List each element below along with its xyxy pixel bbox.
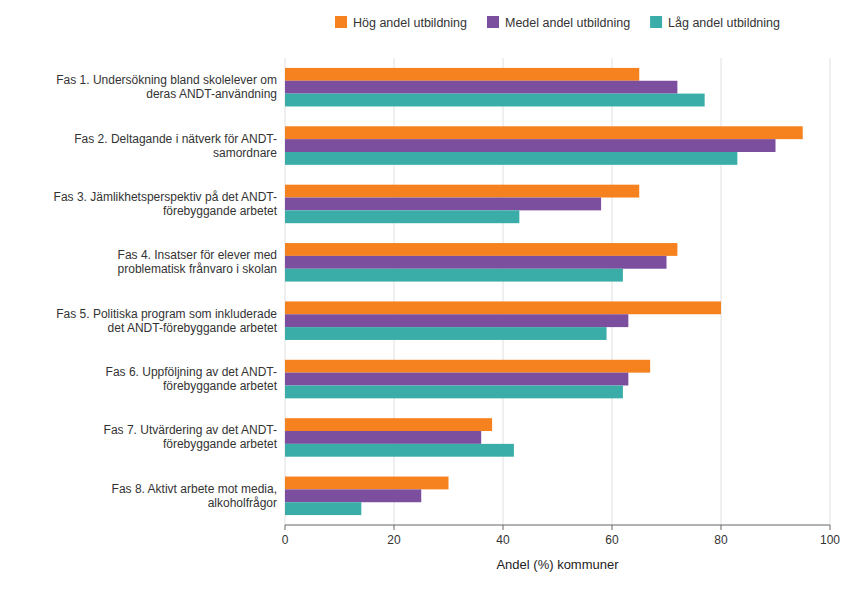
legend-swatch xyxy=(650,16,662,28)
legend: Hög andel utbildning Medel andel utbildni… xyxy=(335,16,780,30)
tick-label: 80 xyxy=(714,533,728,547)
bar xyxy=(285,444,514,457)
x-axis-line xyxy=(285,525,830,526)
bar xyxy=(285,126,803,139)
tick-label: 40 xyxy=(496,533,510,547)
bar xyxy=(285,477,449,490)
bar xyxy=(285,68,639,81)
bar xyxy=(285,314,628,327)
tick-label: 0 xyxy=(282,533,289,547)
legend-label: Medel andel utbildning xyxy=(505,16,630,30)
legend-item: Låg andel utbildning xyxy=(650,16,780,30)
bar xyxy=(285,269,623,282)
bar xyxy=(285,431,481,444)
tick-label: 60 xyxy=(605,533,619,547)
tick-label: 100 xyxy=(820,533,840,547)
bar xyxy=(285,139,776,152)
category-label: Fas 3. Jämlikhetsperspektiv på det ANDT-… xyxy=(54,190,278,218)
grid xyxy=(285,58,830,525)
tick-mark xyxy=(394,525,395,530)
tick-mark xyxy=(285,525,286,530)
legend-item: Hög andel utbildning xyxy=(335,16,467,30)
legend-label: Hög andel utbildning xyxy=(353,16,467,30)
x-ticks: 0 20 40 60 80 100 xyxy=(282,525,841,547)
bar xyxy=(285,81,677,94)
bar xyxy=(285,301,721,314)
bar xyxy=(285,185,639,198)
y-ticks: Fas 1. Undersökning bland skolelever omd… xyxy=(54,73,278,510)
category-label: Fas 8. Aktivt arbete mot media,alkoholfr… xyxy=(112,482,277,510)
legend-item: Medel andel utbildning xyxy=(487,16,630,30)
bar xyxy=(285,243,677,256)
bar xyxy=(285,489,421,502)
category-label: Fas 2. Deltagande i nätverk för ANDT-sam… xyxy=(74,132,277,160)
bar xyxy=(285,502,361,515)
legend-label: Låg andel utbildning xyxy=(668,16,780,30)
category-label: Fas 4. Insatser för elever medproblemati… xyxy=(118,248,277,276)
tick-mark xyxy=(830,525,831,530)
category-label: Fas 7. Utvärdering av det ANDT-förebygga… xyxy=(104,423,278,451)
chart: 0 20 40 60 80 100 Fas 1. Undersökning bland sk… xyxy=(0,0,859,589)
tick-mark xyxy=(721,525,722,530)
bar xyxy=(285,210,519,223)
bar xyxy=(285,418,492,431)
bar xyxy=(285,373,628,386)
legend-swatch xyxy=(487,16,499,28)
tick-label: 20 xyxy=(387,533,401,547)
bar xyxy=(285,360,650,373)
category-label: Fas 1. Undersökning bland skolelever omd… xyxy=(56,73,277,101)
bar xyxy=(285,327,607,340)
bars xyxy=(285,68,803,515)
bar xyxy=(285,198,601,211)
grid-line xyxy=(830,58,831,525)
bar xyxy=(285,152,737,165)
legend-swatch xyxy=(335,16,347,28)
bar xyxy=(285,385,623,398)
category-label: Fas 6. Uppföljning av det ANDT-förebygga… xyxy=(106,365,278,393)
category-label: Fas 5. Politiska program som inkluderade… xyxy=(56,307,277,335)
tick-mark xyxy=(503,525,504,530)
bar xyxy=(285,256,667,269)
x-axis-label: Andel (%) kommuner xyxy=(496,557,619,572)
bar xyxy=(285,94,705,107)
tick-mark xyxy=(612,525,613,530)
